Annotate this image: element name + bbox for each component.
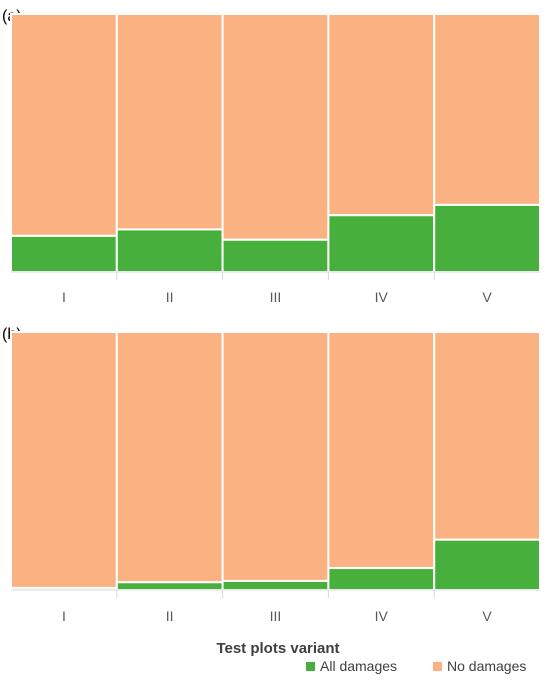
x-tick-label: III (270, 289, 282, 305)
legend: All damages No damages (306, 658, 526, 674)
x-tick-label: I (62, 608, 66, 624)
legend-label-all-damages: All damages (320, 658, 397, 674)
x-tick-label: V (482, 289, 492, 305)
x-tick-label: V (482, 608, 492, 624)
bar-all-damages-I (10, 234, 118, 274)
bar-no-damages-II (115, 331, 224, 584)
bar-all-damages-V (433, 203, 542, 273)
legend-swatch-no-damages (433, 662, 442, 671)
bar-no-damages-IV (327, 13, 436, 217)
bar-no-damages-I (10, 331, 118, 589)
bar-no-damages-II (115, 13, 224, 231)
bar-no-damages-III (221, 331, 330, 582)
bar-all-damages-IV (327, 214, 436, 274)
x-tick-label: IV (375, 608, 389, 624)
bar-no-damages-I (10, 13, 118, 237)
bar-no-damages-III (221, 13, 330, 241)
x-tick-label: I (62, 289, 66, 305)
bar-no-damages-V (433, 331, 542, 541)
x-tick-label: III (270, 608, 282, 624)
legend-swatch-all-damages (306, 662, 315, 671)
legend-label-no-damages: No damages (447, 658, 526, 674)
bar-all-damages-V (433, 538, 542, 592)
bar-no-damages-IV (327, 331, 436, 570)
x-axis-title: Test plots variant (216, 640, 339, 657)
bar-all-damages-II (115, 228, 224, 273)
bar-all-damages-III (221, 238, 330, 273)
x-tick-label: II (166, 608, 174, 624)
bar-all-damages-II (115, 581, 224, 592)
bar-all-damages-IV (327, 567, 436, 592)
x-tick-label: IV (375, 289, 389, 305)
bar-all-damages-III (221, 579, 330, 591)
bar-no-damages-V (433, 13, 542, 206)
x-tick-label: II (166, 289, 174, 305)
